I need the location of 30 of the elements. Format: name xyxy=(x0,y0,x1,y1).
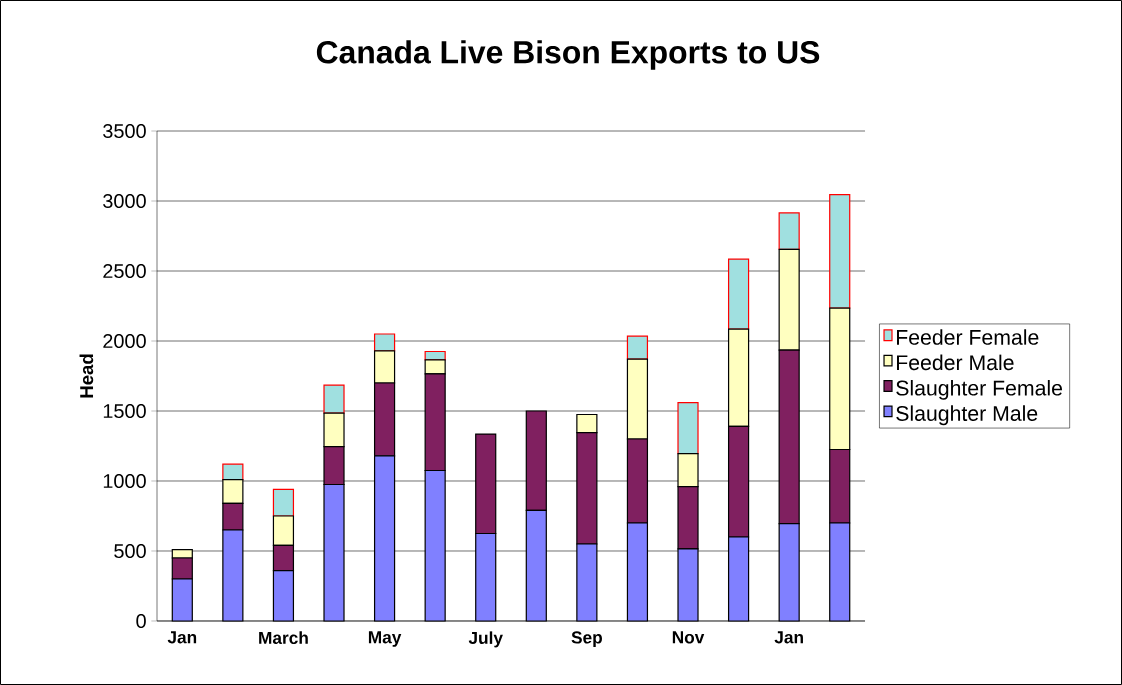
bar xyxy=(626,335,649,360)
x-tick-label: March xyxy=(259,631,308,645)
bar xyxy=(829,194,851,309)
bar xyxy=(222,463,244,481)
y-tick-label: 1000 xyxy=(103,473,146,489)
bar xyxy=(727,258,750,330)
x-tick-label: July xyxy=(468,631,503,648)
bar xyxy=(323,384,345,414)
x-tick-label: Jan xyxy=(167,631,197,644)
y-tick-label: 0 xyxy=(136,613,146,629)
x-tick-label: Jan xyxy=(774,631,803,644)
legend-label: Feeder Male xyxy=(897,354,1014,371)
legend-label: Slaughter Male xyxy=(896,405,1038,426)
y-axis-title: Head xyxy=(79,354,94,398)
legend-label: Feeder Female xyxy=(897,329,1039,345)
bar xyxy=(778,212,800,250)
y-tick-label: 2500 xyxy=(103,263,146,279)
bar xyxy=(373,333,396,352)
y-tick-label: 3000 xyxy=(103,193,146,209)
y-tick-label: 500 xyxy=(114,543,146,559)
x-tick-label: May xyxy=(368,631,402,647)
legend-label: Slaughter Female xyxy=(896,379,1063,400)
y-tick-label: 1500 xyxy=(103,403,146,419)
bar xyxy=(272,488,295,517)
chart-title: Canada Live Bison Exports to US xyxy=(316,40,820,70)
y-tick-label: 3500 xyxy=(103,123,146,139)
x-tick-label: Sep xyxy=(571,631,602,647)
y-tick-label: 2000 xyxy=(103,333,146,349)
bar xyxy=(677,402,699,455)
x-tick-label: Nov xyxy=(672,631,705,644)
